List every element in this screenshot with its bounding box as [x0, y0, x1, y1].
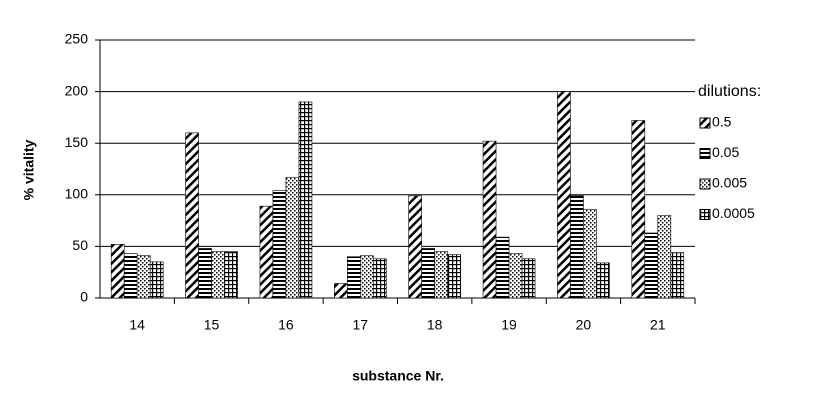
legend-label: 0.5: [712, 114, 732, 130]
x-tick-label: 18: [427, 317, 443, 333]
bar: [596, 262, 610, 299]
bar: [211, 251, 225, 299]
y-tick-label: 100: [65, 186, 89, 202]
bar: [421, 248, 435, 299]
bar: [408, 195, 422, 299]
legend-swatch: [699, 178, 711, 190]
bar: [334, 283, 348, 299]
bar: [670, 252, 685, 299]
bar: [272, 190, 287, 299]
bar: [298, 101, 313, 299]
x-tick-label: 21: [650, 317, 666, 333]
y-axis-title: % vitality: [21, 139, 37, 200]
y-tick-label: 250: [65, 31, 89, 47]
x-axis-title: substance Nr.: [352, 368, 444, 384]
bar: [495, 236, 510, 299]
bar: [285, 176, 300, 299]
bar: [185, 132, 199, 299]
bar: [123, 253, 138, 299]
bar: [434, 251, 448, 299]
x-tick-label: 16: [278, 317, 294, 333]
bar: [136, 255, 151, 299]
bar: [259, 205, 274, 299]
bar: [631, 120, 646, 299]
bar: [644, 232, 659, 299]
bar: [508, 253, 523, 299]
y-tick-label: 0: [80, 289, 88, 305]
bar: [198, 248, 212, 299]
x-tick-label: 20: [576, 317, 592, 333]
bar: [570, 195, 584, 299]
bar: [360, 255, 374, 299]
bar: [482, 140, 497, 299]
y-tick-label: 200: [65, 82, 89, 98]
bar: [657, 215, 672, 299]
bar: [447, 254, 461, 299]
legend-label: 0.005: [712, 175, 747, 191]
bar: [583, 208, 597, 299]
bar: [373, 258, 387, 299]
x-tick-label: 15: [204, 317, 220, 333]
bar: [521, 258, 536, 299]
bar: [149, 261, 164, 299]
legend-swatch: [699, 209, 711, 220]
y-tick-label: 50: [72, 237, 88, 253]
bar: [224, 251, 238, 299]
bar: [110, 244, 125, 299]
legend-swatch: [699, 148, 711, 159]
legend-label: 0.0005: [712, 205, 755, 221]
bar: [557, 91, 571, 299]
x-tick-label: 17: [353, 317, 369, 333]
x-tick-label: 14: [129, 317, 145, 333]
x-tick-label: 19: [501, 317, 517, 333]
legend-title: dilutions:: [698, 83, 761, 100]
bar: [347, 256, 361, 299]
legend-label: 0.05: [712, 144, 739, 160]
legend-swatch: [699, 117, 711, 129]
y-tick-label: 150: [65, 134, 89, 150]
